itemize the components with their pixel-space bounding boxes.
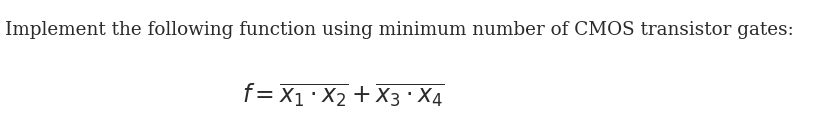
Text: Implement the following function using minimum number of CMOS transistor gates:: Implement the following function using m… <box>6 21 794 39</box>
Text: $f = \overline{x_1 \cdot x_2} + \overline{x_3 \cdot x_4}$: $f = \overline{x_1 \cdot x_2} + \overlin… <box>242 81 445 109</box>
